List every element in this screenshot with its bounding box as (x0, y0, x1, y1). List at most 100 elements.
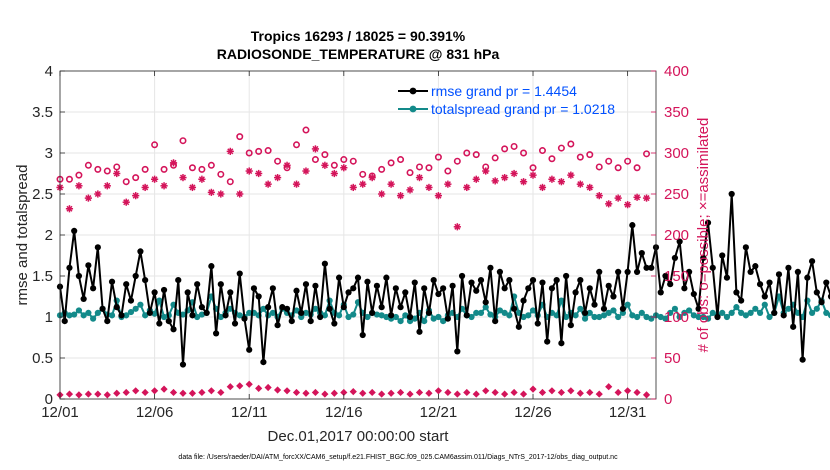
asterisk-stroke (444, 181, 451, 188)
rmse-point (477, 277, 485, 284)
totalspread-point (217, 313, 224, 321)
axis-ticks: 12/01 12/06 12/11 12/16 12/21 12/26 12/31 0 0.5 1… (32, 63, 689, 421)
obs-assimilated-point (236, 190, 244, 198)
rmse-point (317, 313, 324, 321)
obs-assimilated-point (330, 169, 338, 178)
obs-rejected-point (605, 383, 613, 391)
rmse-point (624, 268, 631, 275)
obs-rejected-point (633, 388, 641, 397)
rmse-point (208, 263, 215, 270)
obs-assimilated-point (141, 183, 149, 192)
obs-rejected-point (122, 388, 130, 397)
obs-possible-point (397, 156, 405, 164)
obs-assimilated-point (491, 177, 499, 185)
asterisk-stroke (482, 167, 489, 175)
obs-rejected-point (84, 390, 92, 398)
rmse-point (577, 277, 584, 284)
obs-rejected-point (557, 388, 565, 397)
obs-rejected-point (75, 391, 83, 399)
obs-assimilated-point (321, 161, 329, 169)
totalspread-point (808, 309, 816, 316)
obs-rejected-point (302, 389, 310, 397)
obs-possible-point (94, 165, 102, 173)
rmse-point (397, 304, 404, 311)
totalspread-point (75, 307, 83, 314)
obs-rejected-point (273, 386, 282, 394)
totalspread-point (690, 312, 697, 319)
asterisk-stroke (132, 192, 139, 199)
obs-possible-point (141, 165, 149, 173)
obs-assimilated-point (453, 223, 461, 231)
rmse-point (581, 309, 589, 316)
obs-rejected-point (113, 389, 121, 397)
obs-rejected-point (415, 388, 424, 397)
obs-assimilated-point (378, 190, 386, 198)
totalspread-point (766, 313, 773, 321)
obs-rejected-point (567, 387, 575, 395)
rmse-point (690, 290, 697, 298)
rmse-point (156, 320, 163, 327)
obs-possible-point (122, 178, 130, 186)
rmse-point (681, 285, 688, 292)
obs-rejected-point (482, 387, 490, 395)
asterisk-stroke (378, 190, 385, 198)
rmse-point (567, 322, 574, 329)
y-right-tick-label: 300 (664, 145, 689, 162)
obs-rejected-point (330, 389, 338, 397)
rmse-point (501, 285, 508, 292)
rmse-point (492, 318, 499, 325)
asterisk-stroke (340, 164, 347, 171)
totalspread-point (657, 313, 664, 321)
rmse-point (600, 305, 608, 312)
totalspread-point (633, 313, 641, 321)
obs-rejected-point (624, 387, 632, 395)
rmse-point (383, 274, 390, 281)
rmse-point (458, 272, 466, 280)
obs-assimilated-point (217, 190, 225, 198)
totalspread-point (563, 313, 570, 321)
rmse-point (132, 272, 139, 280)
rmse-point (184, 289, 191, 296)
x-tick-label: 12/01 (41, 404, 79, 421)
totalspread-point (785, 305, 792, 312)
obs-assimilated-point (245, 167, 253, 175)
rmse-point (633, 268, 641, 275)
totalspread-point (525, 312, 532, 319)
obs-assimilated-point (302, 167, 310, 175)
asterisk-stroke (170, 159, 177, 166)
totalspread-point (383, 313, 390, 321)
rmse-point (714, 313, 721, 321)
asterisk-stroke (501, 174, 508, 181)
obs-rejected-point (406, 390, 414, 398)
rmse-series (56, 190, 830, 368)
obs-possible-point (557, 144, 565, 152)
obs-possible-point (151, 141, 159, 149)
totalspread-point (482, 304, 489, 311)
obs-possible-point (624, 157, 632, 165)
totalspread-point (477, 309, 485, 316)
rmse-point (619, 305, 626, 312)
rmse-point (544, 338, 551, 345)
totalspread-point (335, 312, 343, 319)
rmse-point (761, 293, 768, 300)
obs-rejected-point (576, 389, 584, 397)
obs-rejected-point (614, 388, 622, 397)
rmse-point (610, 293, 617, 300)
rmse-point (151, 289, 158, 296)
x-tick-label: 12/26 (514, 404, 552, 421)
rmse-line (59, 193, 830, 366)
legend-spread-label: totalspread grand pr = 1.0218 (431, 101, 615, 117)
rmse-point (269, 285, 276, 292)
obs-possible-point (605, 157, 613, 165)
rmse-point (638, 249, 645, 257)
asterisk-stroke (66, 205, 73, 212)
rmse-point (307, 318, 314, 325)
obs-possible-point (340, 156, 348, 164)
obs-possible-point (406, 169, 414, 177)
asterisk-stroke (75, 182, 82, 189)
rmse-point (790, 323, 797, 330)
asterisk-stroke (85, 195, 92, 202)
obs-possible-point (302, 126, 310, 134)
asterisk-stroke (293, 181, 300, 188)
totalspread-point (127, 308, 135, 316)
